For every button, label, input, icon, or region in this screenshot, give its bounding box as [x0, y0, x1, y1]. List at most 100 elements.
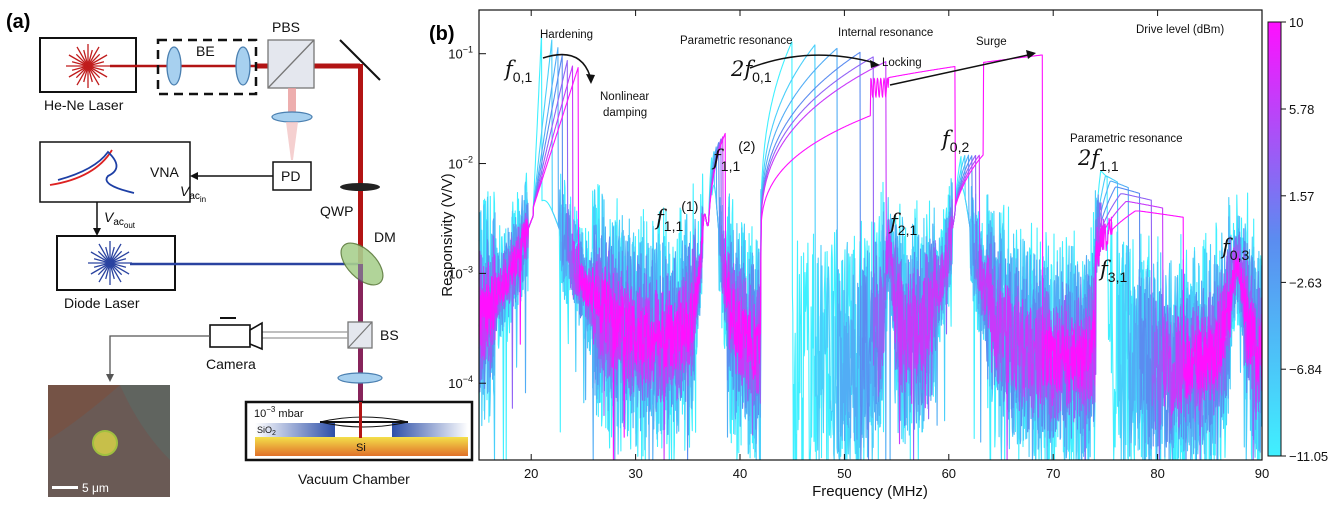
vacuum-chamber-label: Vacuum Chamber — [298, 471, 410, 487]
starburst-ray — [109, 262, 127, 268]
peak-label: 2f1,1 — [1077, 146, 1119, 174]
starburst-ray — [83, 49, 89, 67]
annotation-hardening: Hardening — [540, 29, 593, 41]
starburst-ray — [75, 53, 89, 67]
beam-expander-box — [156, 38, 258, 96]
starburst-ray — [87, 65, 93, 83]
vna-blue-curve — [57, 150, 135, 194]
laser-starburst-icon — [88, 241, 132, 285]
starburst-ray — [109, 251, 130, 264]
arrow-head-icon — [106, 374, 114, 382]
scale-label: 5 μm — [82, 481, 109, 495]
vna-label: VNA — [150, 164, 179, 180]
v-ac-out-label: Vacout — [104, 209, 136, 230]
pbs-label: PBS — [272, 19, 300, 35]
series-line — [478, 56, 1263, 461]
starburst-ray — [87, 54, 108, 67]
panel-b: (b) 20 30 40 50 60 70 80 90 10−1 10−2 10−3 10−4 Fr… — [429, 9, 1328, 500]
starburst-ray — [71, 61, 89, 67]
he-ne-laser-label: He-Ne Laser — [44, 97, 124, 113]
starburst-ray — [87, 65, 100, 86]
be-label: BE — [196, 43, 215, 59]
locking-arrow — [749, 54, 876, 69]
laser-starburst-icon — [66, 44, 110, 88]
hardening-arrow — [542, 53, 591, 77]
starburst-ray — [109, 262, 115, 280]
starburst-ray — [105, 246, 111, 264]
starburst-ray — [109, 250, 123, 264]
silicon-substrate — [255, 437, 468, 456]
starburst-ray — [93, 262, 111, 268]
peak-label: f3,1 — [1098, 257, 1127, 285]
arrow-head-icon — [1026, 50, 1036, 59]
starburst-ray — [97, 262, 111, 276]
colorbar-tick-label: 10 — [1289, 15, 1303, 30]
colorbar: Drive level (dBm) 10 5.78 1.57 −2.63 −6.84 −1… — [1136, 15, 1328, 464]
arrow-head-icon — [870, 60, 880, 68]
y-tick-label: 10−3 — [448, 264, 473, 281]
annotation-nonlinear: Nonlinear — [600, 91, 649, 103]
starburst-ray — [93, 258, 111, 264]
pressure-label: 10−3 mbar — [254, 405, 304, 420]
microscope-flake — [120, 385, 170, 460]
lens-icon — [235, 46, 251, 86]
drum-resonator — [92, 430, 118, 456]
camera-lens-icon — [249, 321, 263, 351]
starburst-ray — [109, 262, 122, 283]
colorbar-tick-label: −11.05 — [1289, 449, 1328, 464]
series-line — [478, 51, 1263, 461]
starburst-ray — [98, 243, 111, 264]
starburst-ray — [87, 65, 108, 78]
peak-label: f0,2 — [940, 127, 969, 155]
peak-label: f2,1 — [888, 210, 917, 238]
starburst-ray — [83, 65, 89, 83]
camera-output-line — [109, 335, 210, 375]
membrane-deflection — [319, 416, 409, 423]
vna-box — [39, 141, 191, 203]
dm-label: DM — [374, 229, 396, 245]
panel-b-label: (b) — [429, 23, 455, 45]
x-tick-label: 70 — [1046, 466, 1060, 481]
diode-laser-label: Diode Laser — [64, 295, 140, 311]
vertical-red-beam — [358, 64, 363, 419]
colorbar-tick-label: −2.63 — [1289, 275, 1322, 290]
annotation-surge: Surge — [976, 36, 1007, 48]
starburst-ray — [87, 61, 105, 67]
chart-plot-area: 20 30 40 50 60 70 80 90 10−1 10−2 10−3 10−4 — [448, 9, 1269, 481]
starburst-ray — [90, 262, 111, 275]
si-label: Si — [356, 442, 366, 454]
colorbar-gradient — [1267, 21, 1282, 457]
reflected-beam — [288, 88, 296, 114]
series-line — [478, 61, 1263, 461]
starburst-ray — [105, 262, 111, 280]
membrane-deflection — [319, 421, 409, 428]
series-line — [478, 54, 1263, 461]
x-tick-label: 80 — [1150, 466, 1164, 481]
photodiode-box — [272, 161, 312, 191]
mirror — [339, 39, 381, 81]
starburst-ray — [68, 65, 89, 78]
x-tick-label: 40 — [733, 466, 747, 481]
x-tick-label: 60 — [942, 466, 956, 481]
arrow-head-icon — [190, 172, 198, 180]
peak-label: f0,3 — [1220, 235, 1249, 263]
starburst-ray — [90, 251, 111, 264]
qwp-label: QWP — [320, 203, 353, 219]
starburst-ray — [109, 262, 123, 276]
colorbar-tick-label: 5.78 — [1289, 102, 1314, 117]
colorbar-title: Drive level (dBm) — [1136, 24, 1224, 36]
peak-label: f1,1(2) — [711, 138, 755, 174]
starburst-ray — [75, 65, 89, 79]
annotation-internal: Internal resonance — [838, 27, 933, 39]
peak-label: f0,1 — [503, 57, 532, 85]
y-tick-label: 10−4 — [448, 374, 473, 391]
annotation-damping: damping — [603, 107, 647, 119]
probe-beam — [359, 402, 362, 438]
lens-icon — [166, 46, 182, 86]
qwp-plate — [340, 183, 380, 191]
starburst-ray — [87, 49, 93, 67]
panel-a: (a) He-Ne Laser BE PBS PD VNA — [6, 11, 474, 497]
y-axis: 10−1 10−2 10−3 10−4 — [448, 45, 486, 391]
starburst-ray — [76, 65, 89, 86]
